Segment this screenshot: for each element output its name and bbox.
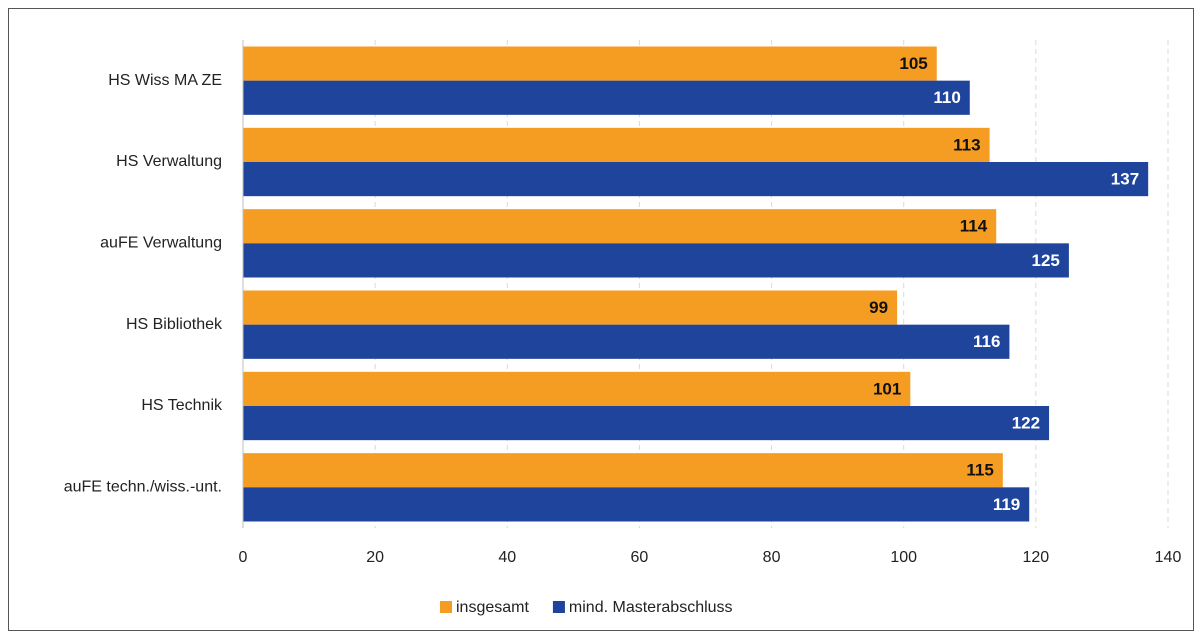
- y-tick-label: HS Wiss MA ZE: [108, 72, 222, 89]
- bar: [243, 453, 1003, 488]
- value-label: 122: [1012, 414, 1040, 433]
- legend-label: insgesamt: [456, 599, 529, 616]
- value-label: 105: [899, 54, 927, 73]
- value-label: 110: [933, 88, 960, 107]
- value-label: 114: [960, 217, 988, 236]
- x-tick-label: 60: [631, 549, 649, 566]
- x-tick-label: 100: [890, 549, 917, 566]
- value-label: 116: [973, 332, 1000, 351]
- bar: [243, 46, 937, 81]
- legend-swatch: [440, 601, 452, 613]
- value-label: 113: [953, 135, 980, 154]
- x-tick-label: 40: [498, 549, 516, 566]
- x-tick-label: 20: [366, 549, 384, 566]
- bar: [243, 290, 898, 325]
- legend-swatch: [552, 601, 565, 613]
- bar: [243, 209, 997, 244]
- bar: [243, 80, 970, 115]
- x-tick-label: 120: [1023, 549, 1050, 566]
- chart-frame: [8, 8, 1194, 631]
- x-tick-label: 80: [763, 549, 781, 566]
- value-label: 101: [873, 379, 901, 398]
- value-label: 99: [869, 298, 888, 317]
- bar: [243, 406, 1050, 441]
- y-tick-label: auFE techn./wiss.-unt.: [64, 479, 222, 496]
- y-tick-label: HS Bibliothek: [126, 316, 223, 333]
- value-label: 119: [993, 495, 1020, 514]
- bar: [243, 487, 1030, 522]
- legend-label: mind. Masterabschluss: [569, 599, 733, 616]
- bar: [243, 127, 990, 162]
- y-tick-label: auFE Verwaltung: [100, 235, 222, 252]
- value-label: 137: [1111, 170, 1139, 189]
- bar: [243, 324, 1010, 359]
- x-tick-label: 140: [1155, 549, 1182, 566]
- x-tick-label: 0: [239, 549, 248, 566]
- y-tick-label: HS Verwaltung: [116, 153, 222, 170]
- bar: [243, 162, 1149, 197]
- bar: [243, 371, 911, 406]
- value-label: 115: [966, 461, 993, 480]
- bar: [243, 243, 1069, 278]
- y-tick-label: HS Technik: [141, 397, 223, 414]
- value-label: 125: [1032, 251, 1060, 270]
